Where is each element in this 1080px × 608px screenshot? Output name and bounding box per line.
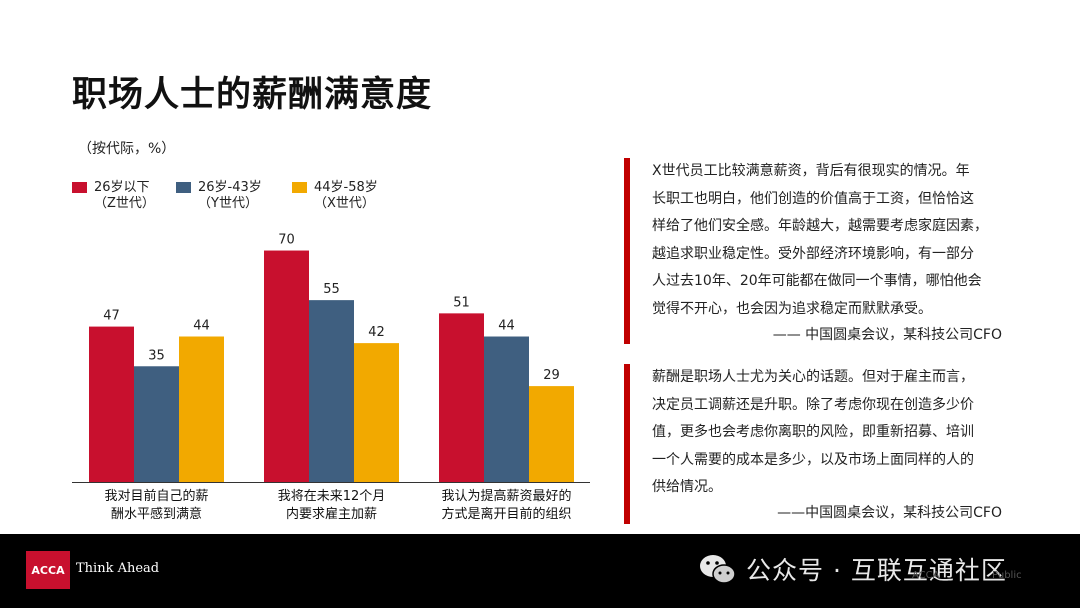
bar-1-1 (309, 300, 354, 482)
legend-label-y: 26岁-43岁 (198, 180, 262, 195)
data-label-1-1: 55 (323, 282, 340, 297)
data-label-2-0: 51 (453, 295, 470, 310)
unit-note: （按代际，%） (78, 141, 176, 157)
quote-source-1: —— 中国圆桌会议，某科技公司CFO (772, 327, 1002, 343)
data-label-0-2: 44 (193, 319, 210, 334)
data-label-1-2: 42 (368, 325, 385, 340)
bar-1-0 (264, 250, 309, 482)
data-label-0-1: 35 (148, 348, 165, 363)
quote-block-2: 薪酬是职场人士尤为关心的话题。但对于雇主而言， 决定员工调薪还是升职。除了考虑你… (624, 364, 1024, 524)
bar-0-1 (134, 366, 179, 482)
tagline: Think Ahead (76, 561, 160, 576)
quote-line: 人过去10年、20年可能都在做同一个事情，哪怕他会 (652, 273, 982, 289)
category-label-2: 我认为提高薪资最好的 (441, 488, 571, 504)
data-label-0-0: 47 (103, 309, 120, 324)
quote-line: 长职工也明白，他们创造的价值高于工资，但恰恰这 (652, 190, 974, 207)
quote-accent-bar (624, 158, 630, 344)
bar-2-1 (484, 336, 529, 482)
quote-accent-bar (624, 364, 630, 524)
quote-text-1: X世代员工比较满意薪资，背后有很现实的情况。年 长职工也明白，他们创造的价值高于… (652, 158, 988, 323)
bar-2-0 (439, 313, 484, 482)
data-label-2-1: 44 (498, 319, 515, 334)
quote-line: 决定员工调薪还是升职。除了考虑你现在创造多少价 (652, 396, 974, 413)
quote-line: 值，更多也会考虑你离职的风险，即重新招募、培训 (652, 424, 974, 440)
category-label-0: 我对目前自己的薪 (104, 488, 208, 504)
data-label-2-2: 29 (543, 368, 560, 383)
bar-0-0 (89, 326, 134, 482)
legend-swatch-y (176, 182, 191, 193)
legend-sublabel-z: （Z世代） (94, 196, 155, 211)
bar-2-2 (529, 386, 574, 482)
legend-label-x: 44岁-58岁 (314, 180, 378, 195)
legend-swatch-z (72, 182, 87, 193)
data-label-1-0: 70 (278, 233, 295, 248)
quote-line: 觉得不开心，也会因为追求稳定而默默承受。 (652, 300, 932, 317)
category-label-0: 酬水平感到满意 (111, 506, 202, 522)
bar-0-2 (179, 336, 224, 482)
quote-line: X世代员工比较满意薪资，背后有很现实的情况。年 (652, 163, 970, 179)
quote-line: 薪酬是职场人士尤为关心的话题。但对于雇主而言， (652, 369, 974, 385)
wechat-icon (700, 555, 736, 584)
legend-label-z: 26岁以下 (94, 180, 150, 195)
quote-line: 样给了他们安全感。年龄越大，越需要考虑家庭因素， (652, 218, 988, 234)
bar-1-2 (354, 343, 399, 482)
footer-faint-classification: Public (992, 570, 1022, 581)
quote-block-1: X世代员工比较满意薪资，背后有很现实的情况。年 长职工也明白，他们创造的价值高于… (624, 158, 1024, 344)
page-title: 职场人士的薪酬满意度 (72, 75, 433, 115)
quote-line: 供给情况。 (652, 479, 722, 495)
legend-swatch-x (292, 182, 307, 193)
legend-sublabel-x: （X世代） (314, 196, 375, 211)
quote-line: 越追求职业稳定性。受外部经济环境影响，有一部分 (652, 245, 974, 262)
quote-source-2: ——中国圆桌会议，某科技公司CFO (777, 505, 1002, 521)
category-label-1: 我将在未来12个月 (278, 489, 386, 504)
footer-bar: ACCA Think Ahead 公众号 · 互联互通社区 ACCA Publi… (0, 534, 1080, 608)
quote-line: 一个人需要的成本是多少，以及市场上面同样的人的 (652, 451, 974, 468)
watermark-text: 公众号 · 互联互通社区 (746, 556, 1007, 585)
category-label-1: 内要求雇主加薪 (286, 506, 377, 522)
legend-sublabel-y: （Y世代） (198, 196, 258, 211)
footer-faint-brand: ACCA (912, 570, 940, 581)
quote-text-2: 薪酬是职场人士尤为关心的话题。但对于雇主而言， 决定员工调薪还是升职。除了考虑你… (652, 364, 974, 502)
acca-logo: ACCA (26, 551, 70, 589)
category-label-2: 方式是离开目前的组织 (441, 506, 571, 522)
